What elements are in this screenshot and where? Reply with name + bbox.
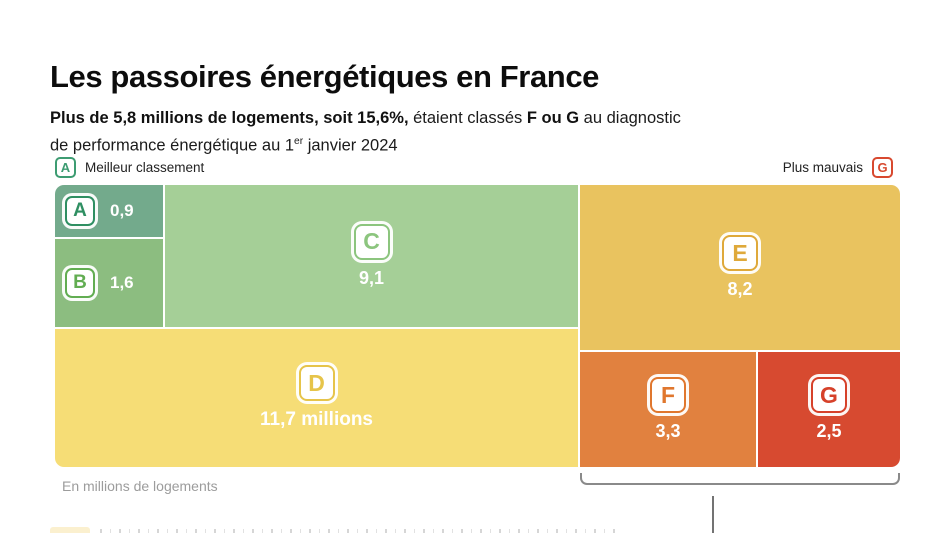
class-e-badge-icon: E [722,235,758,271]
treemap-block-b: B 1,6 [55,239,163,327]
legend-best-label: Meilleur classement [85,159,205,175]
legend-worst-label: Plus mauvais [782,159,863,175]
subtitle-regular-2b: de performance énergétique au 1 [50,136,295,154]
page-title: Les passoires énergétiques en France [50,58,600,94]
cutoff-element-top [50,527,90,533]
legend-row: A Meilleur classement Plus mauvais G [55,155,893,179]
treemap-chart: A 0,9 B 1,6 C 9,1 E 8,2 D 11,7 millions … [55,185,900,467]
treemap-block-g: G 2,5 [758,352,900,467]
class-g-legend-badge-icon: G [872,156,893,178]
legend-best: A Meilleur classement [55,156,205,178]
subtitle: Plus de 5,8 millions de logements, soit … [50,107,810,158]
subtitle-superscript: er [294,135,304,147]
subtitle-regular-1: étaient classés [408,108,527,127]
treemap-block-e: E 8,2 [580,185,900,350]
class-a-value: 0,9 [110,201,134,220]
class-g-value: 2,5 [816,421,842,441]
treemap-block-c: C 9,1 [165,185,578,327]
subtitle-regular-2a: au diagnostic [579,108,681,127]
class-c-badge-icon: C [353,223,390,260]
class-d-badge-icon: D [298,365,335,401]
class-c-value: 9,1 [358,267,385,288]
class-e-value: 8,2 [727,279,753,299]
treemap-block-a: A 0,9 [55,185,163,237]
treemap-block-d: D 11,7 millions [55,329,578,467]
legend-worst: Plus mauvais G [782,156,893,178]
fg-group-bracket [580,473,900,485]
class-f-value: 3,3 [655,421,681,441]
class-d-value: 11,7 millions [260,409,373,430]
fg-connector-line [712,496,714,533]
treemap-block-f: F 3,3 [580,352,756,467]
class-g-badge-icon: G [811,377,847,413]
class-b-value: 1,6 [110,273,134,292]
subtitle-bold-2: F ou G [526,108,580,127]
subtitle-bold-1: Plus de 5,8 millions de logements, soit … [50,108,409,127]
subtitle-regular-3: janvier 2024 [303,136,398,154]
class-b-badge-icon: B [65,268,95,298]
footnote-units: En millions de logements [62,478,218,494]
class-a-badge-icon: A [65,196,95,226]
class-f-badge-icon: F [650,377,686,413]
cutoff-text-remnant [100,529,615,533]
class-a-legend-badge-icon: A [55,156,76,178]
